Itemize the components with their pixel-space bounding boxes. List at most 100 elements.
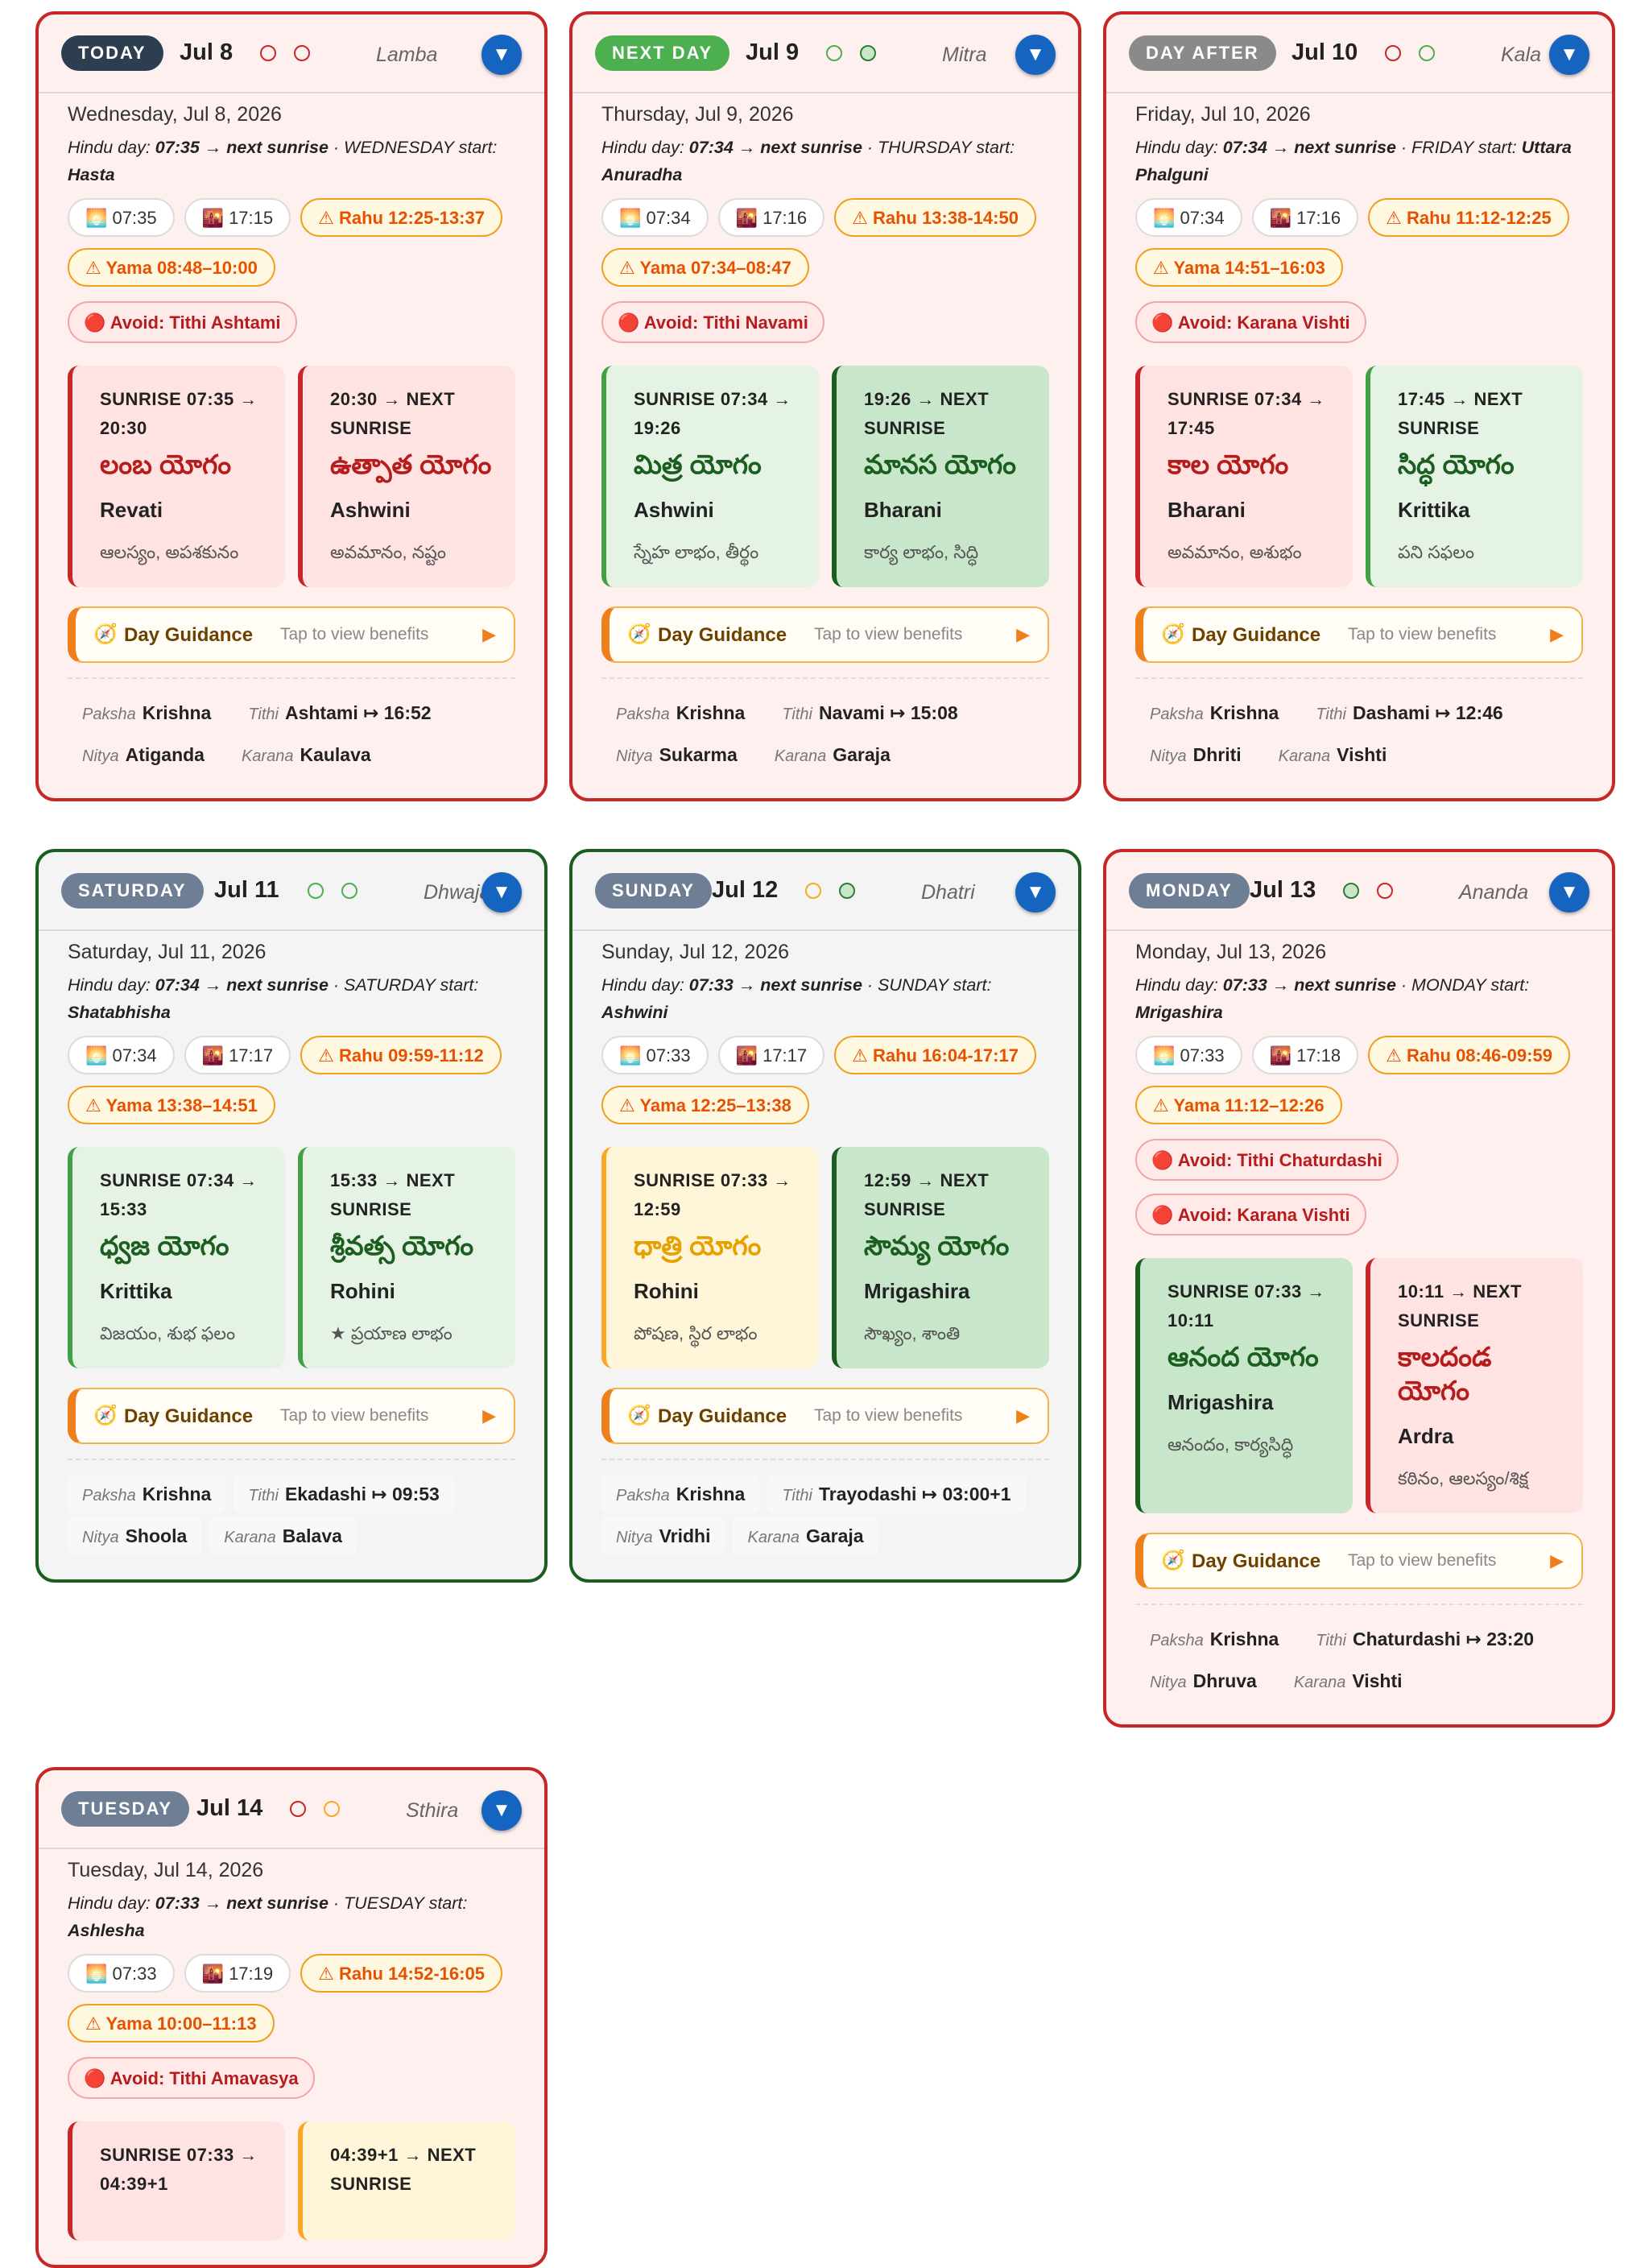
detail-label: Tithi xyxy=(782,1487,812,1504)
yoga-period-box[interactable]: 10:11 → NEXT SUNRISE కాలదండ యోగం Ardra కఠిన… xyxy=(1366,1258,1583,1513)
day-guidance-button[interactable]: 🧭 Day Guidance Tap to view benefits ▶ xyxy=(68,1388,515,1444)
nakshatra-indicator-dot xyxy=(1343,883,1359,899)
expand-chevron-icon[interactable]: ▼ xyxy=(1015,872,1056,913)
yoga-period-box[interactable]: 20:30 → NEXT SUNRISE ఉత్పాత యోగం Ashwini అవ… xyxy=(298,366,515,587)
timing-chips: 🌅 07:34 🌇 17:16 ⚠ Rahu 13:38-14:50 ⚠ Yama 0… xyxy=(601,198,1049,287)
detail-paksha: Paksha Krishna xyxy=(68,1475,226,1513)
nakshatra-indicator-dot xyxy=(1419,45,1435,61)
day-guidance-title: Day Guidance xyxy=(1192,1550,1321,1572)
panchang-details: Paksha Krishna Tithi Trayodashi ↦ 03:00+1 Ni… xyxy=(601,1459,1049,1555)
day-guidance-button[interactable]: 🧭 Day Guidance Tap to view benefits ▶ xyxy=(1135,1533,1583,1589)
hindu-day-info: Hindu day: 07:33 → next sunrise · SUNDAY… xyxy=(601,971,1049,1026)
hindu-day-info: Hindu day: 07:33 → next sunrise · MONDAY… xyxy=(1135,971,1583,1026)
yoga-nakshatra: Ardra xyxy=(1398,1424,1454,1448)
day-badge: MONDAY xyxy=(1129,873,1250,908)
expand-chevron-icon[interactable]: ▼ xyxy=(1549,35,1589,75)
play-arrow-icon: ▶ xyxy=(482,624,496,644)
full-date: Sunday, Jul 12, 2026 xyxy=(601,941,790,963)
detail-nitya: Nitya Shoola xyxy=(68,1517,202,1555)
yoga-period-box[interactable]: SUNRISE 07:34 → 17:45 కాల యోగం Bharani అవమా… xyxy=(1135,366,1353,587)
detail-value: Kaulava xyxy=(300,744,371,765)
sunset-chip: 🌇 17:17 xyxy=(184,1036,291,1074)
detail-karana: Karana Garaja xyxy=(733,1517,878,1555)
detail-nitya: Nitya Sukarma xyxy=(601,735,752,774)
card-header[interactable]: DAY AFTER Jul 10 Kala ▼ xyxy=(1106,14,1612,93)
yoga-effect: ఆలస్యం, అపశకునం xyxy=(100,542,239,562)
detail-row: Paksha Krishna Tithi Dashami ↦ 12:46 xyxy=(1135,693,1583,732)
yoga-effect: సౌఖ్యం, శాంతి xyxy=(864,1323,961,1343)
yoga-period-box[interactable]: SUNRISE 07:33 → 10:11 ఆనంద యోగం Mrigashira… xyxy=(1135,1258,1353,1513)
full-date: Saturday, Jul 11, 2026 xyxy=(68,941,267,963)
rahu-yama-chip: ⚠ Yama 13:38–14:51 xyxy=(68,1086,275,1124)
header-yoga-name: Mitra xyxy=(942,43,987,66)
hindu-day-arrow: → next sunrise xyxy=(738,975,862,995)
yoga-nakshatra: Krittika xyxy=(1398,498,1470,522)
card-header[interactable]: TUESDAY Jul 14 Sthira ▼ xyxy=(39,1770,544,1849)
yoga-period-box[interactable]: SUNRISE 07:35 → 20:30 లంబ యోగం Revati ఆలస్య… xyxy=(68,366,285,587)
yoga-period-time: 12:59 → NEXT SUNRISE xyxy=(864,1170,990,1219)
hindu-day-prefix: Hindu day: xyxy=(601,138,684,157)
yoga-period-box[interactable]: 19:26 → NEXT SUNRISE మానస యోగం Bharani కార్… xyxy=(832,366,1049,587)
expand-chevron-icon[interactable]: ▼ xyxy=(1015,35,1056,75)
hindu-day-weekday-start: TUESDAY start: xyxy=(344,1893,468,1913)
yoga-name: మిత్ర యోగం xyxy=(634,449,762,479)
yoga-period-box[interactable]: 04:39+1 → NEXT SUNRISE xyxy=(298,2121,515,2241)
detail-karana: Karana Balava xyxy=(209,1517,357,1555)
expand-chevron-icon[interactable]: ▼ xyxy=(481,1790,522,1831)
sunset-chip: 🌇 17:16 xyxy=(1251,198,1359,237)
hindu-day-start: 07:34 xyxy=(688,138,734,157)
day-guidance-button[interactable]: 🧭 Day Guidance Tap to view benefits ▶ xyxy=(1135,606,1583,663)
detail-row: Paksha Krishna Tithi Ashtami ↦ 16:52 xyxy=(68,693,515,732)
yoga-period-box[interactable]: SUNRISE 07:33 → 12:59 ధాత్రి యోగం Rohini పో… xyxy=(601,1147,819,1368)
day-badge: SATURDAY xyxy=(61,873,204,908)
detail-label: Karana xyxy=(1278,747,1331,765)
day-guidance-button[interactable]: 🧭 Day Guidance Tap to view benefits ▶ xyxy=(601,606,1049,663)
card-header[interactable]: SATURDAY Jul 11 Dhwaja ▼ xyxy=(39,852,544,931)
play-arrow-icon: ▶ xyxy=(1016,1405,1030,1426)
detail-karana: Karana Vishti xyxy=(1264,735,1402,774)
day-guidance-button[interactable]: 🧭 Day Guidance Tap to view benefits ▶ xyxy=(68,606,515,663)
rahu-yama-chip: ⚠ Yama 07:34–08:47 xyxy=(601,248,809,287)
hindu-day-prefix: Hindu day: xyxy=(601,975,684,995)
card-header[interactable]: TODAY Jul 8 Lamba ▼ xyxy=(39,14,544,93)
header-date: Jul 9 xyxy=(746,39,800,65)
day-guidance-title: Day Guidance xyxy=(658,624,787,646)
yoga-period-box[interactable]: 17:45 → NEXT SUNRISE సిద్ధ యోగం Krittika పన… xyxy=(1366,366,1583,587)
card-header[interactable]: SUNDAY Jul 12 Dhatri ▼ xyxy=(572,852,1078,931)
expand-chevron-icon[interactable]: ▼ xyxy=(481,872,522,913)
yoga-period-box[interactable]: 12:59 → NEXT SUNRISE సౌమ్య యోగం Mrigashira… xyxy=(832,1147,1049,1368)
avoid-badge: 🔴 Avoid: Tithi Chaturdashi xyxy=(1135,1139,1399,1181)
detail-label: Karana xyxy=(241,747,294,765)
detail-value: Krishna xyxy=(676,1484,746,1504)
panchang-details: Paksha Krishna Tithi Chaturdashi ↦ 23:20 Nit… xyxy=(1135,1604,1583,1700)
nakshatra-indicator-dot xyxy=(1377,883,1393,899)
full-date: Tuesday, Jul 14, 2026 xyxy=(68,1859,264,1881)
day-guidance-button[interactable]: 🧭 Day Guidance Tap to view benefits ▶ xyxy=(601,1388,1049,1444)
yoga-period-box[interactable]: SUNRISE 07:34 → 19:26 మిత్ర యోగం Ashwini స్… xyxy=(601,366,819,587)
rahu-yama-chip: ⚠ Rahu 11:12-12:25 xyxy=(1368,198,1569,237)
rahu-yama-chip: ⚠ Rahu 16:04-17:17 xyxy=(834,1036,1036,1074)
detail-row: Paksha Krishna Tithi Chaturdashi ↦ 23:20 xyxy=(1135,1620,1583,1658)
header-date: Jul 14 xyxy=(196,1795,263,1821)
expand-chevron-icon[interactable]: ▼ xyxy=(481,35,522,75)
day-guidance-hint: Tap to view benefits xyxy=(814,625,963,644)
yoga-name: లంబ యోగం xyxy=(100,449,232,479)
card-header[interactable]: MONDAY Jul 13 Ananda ▼ xyxy=(1106,852,1612,931)
yoga-period-box[interactable]: 15:33 → NEXT SUNRISE శ్రీవత్స యోగం Rohini ★… xyxy=(298,1147,515,1368)
yoga-name: శ్రీవత్స యోగం xyxy=(330,1231,474,1260)
rahu-yama-chip: ⚠ Yama 12:25–13:38 xyxy=(601,1086,809,1124)
panchang-details: Paksha Krishna Tithi Ekadashi ↦ 09:53 Nitya S… xyxy=(68,1459,515,1555)
expand-chevron-icon[interactable]: ▼ xyxy=(1549,872,1589,913)
yoga-period-box[interactable]: SUNRISE 07:33 → 04:39+1 xyxy=(68,2121,285,2241)
rahu-yama-chip: ⚠ Yama 08:48–10:00 xyxy=(68,248,275,287)
yoga-period-time: SUNRISE 07:34 → 19:26 xyxy=(634,389,791,438)
hindu-day-arrow: → next sunrise xyxy=(1271,975,1396,995)
sunrise-chip: 🌅 07:34 xyxy=(68,1036,175,1074)
detail-paksha: Paksha Krishna xyxy=(601,693,759,732)
card-header[interactable]: NEXT DAY Jul 9 Mitra ▼ xyxy=(572,14,1078,93)
detail-label: Tithi xyxy=(1316,1632,1346,1649)
yoga-period-box[interactable]: SUNRISE 07:34 → 15:33 ధ్వజ యోగం Krittika వి… xyxy=(68,1147,285,1368)
hindu-day-nakshatra: Anuradha xyxy=(601,165,683,184)
detail-paksha: Paksha Krishna xyxy=(68,693,225,732)
card-body: Sunday, Jul 12, 2026 Hindu day: 07:33 → n… xyxy=(572,941,1078,1579)
